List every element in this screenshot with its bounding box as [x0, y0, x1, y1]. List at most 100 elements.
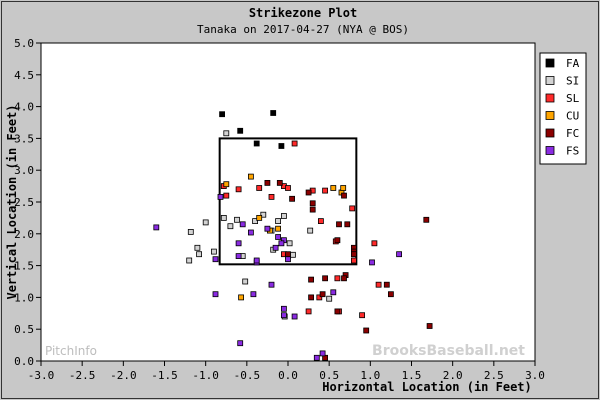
pitch-point-cu: [275, 225, 282, 232]
pitch-point-fs: [280, 305, 287, 312]
y-tick-label: 0.0: [14, 355, 34, 368]
legend-label-fs: FS: [566, 145, 579, 158]
pitch-point-fc: [336, 221, 342, 228]
pitch-point-si: [275, 218, 282, 225]
pitch-point-fs: [280, 312, 287, 319]
pitch-point-si: [242, 278, 249, 285]
chart-subtitle: Tanaka on 2017-04-27 (NYA @ BOS): [197, 23, 409, 36]
x-tick-label: -0.5: [234, 369, 261, 382]
pitch-point-fs: [217, 193, 224, 200]
watermark-brooksbaseball: BrooksBaseball.net: [372, 343, 525, 359]
pitch-point-fc: [423, 216, 430, 223]
pitch-point-fs: [272, 244, 279, 251]
watermarks: PitchInfo BrooksBaseball.net: [45, 343, 525, 359]
pitch-point-cu: [223, 181, 230, 188]
pitch-point-sl: [322, 187, 329, 194]
pitch-point-si: [260, 211, 267, 218]
legend-label-cu: CU: [566, 110, 579, 123]
pitch-point-cu: [247, 173, 254, 180]
pitch-point-fc: [344, 221, 351, 228]
x-tick-label: 1.0: [360, 369, 380, 382]
pitch-point-sl: [256, 185, 263, 191]
legend-swatch-fc: [545, 128, 555, 138]
pitch-point-si: [326, 295, 333, 302]
y-axis-ticks: 0.0 0.5 1.0 1.5 2.0 2.5 3.0 3.5 4.0 4.5 5.0: [14, 37, 41, 368]
x-tick-label: 2.5: [484, 369, 504, 382]
pitch-point-fc: [276, 179, 283, 186]
pitch-point-fc: [308, 276, 315, 283]
pitch-point-fc: [285, 251, 291, 258]
y-tick-label: 1.0: [14, 291, 34, 304]
pitch-point-fs: [153, 224, 160, 231]
pitch-point-si: [220, 214, 227, 221]
legend-swatch-sl: [545, 93, 555, 103]
x-tick-label: 1.5: [402, 369, 422, 382]
legend-box: [539, 52, 587, 165]
pitch-point-si: [307, 227, 314, 234]
pitch-point-fs: [247, 229, 254, 236]
pitch-point-sl: [350, 257, 357, 264]
pitch-point-fs: [235, 253, 242, 260]
pitch-point-si: [196, 251, 203, 258]
pitch-point-fs: [291, 313, 298, 320]
pitch-point-fs: [369, 259, 375, 266]
pitch-point-fc: [289, 195, 296, 202]
chart-title: Strikezone Plot: [249, 6, 357, 20]
pitch-point-fs: [212, 256, 219, 263]
legend-swatch-fa: [545, 58, 555, 68]
pitch-point-sl: [371, 240, 378, 247]
pitch-point-sl: [285, 185, 291, 191]
watermark-pitchinfo: PitchInfo: [45, 344, 97, 358]
y-tick-label: 2.0: [14, 228, 34, 241]
pitch-point-fs: [239, 221, 246, 228]
legend: FA SI SL CU FC FS: [539, 52, 587, 165]
pitch-point-fc: [350, 251, 357, 258]
legend-label-fa: FA: [566, 57, 580, 70]
y-tick-label: 3.5: [14, 132, 34, 145]
pitch-point-fs: [319, 350, 326, 357]
pitch-point-sl: [375, 281, 382, 288]
pitch-point-fc: [334, 308, 341, 315]
pitch-point-cu: [238, 294, 245, 301]
pitch-point-fc: [363, 327, 370, 334]
x-axis-ticks: -3.0 -2.5 -2.0 -1.5 -1.0 -0.5 0.0 0.5 1.0 1.5 2.0 2…: [28, 361, 545, 382]
pitch-point-fs: [268, 281, 275, 288]
legend-label-sl: SL: [566, 92, 580, 105]
pitch-point-fs: [278, 240, 285, 247]
pitch-point-cu: [330, 185, 337, 191]
pitch-point-si: [252, 218, 259, 225]
pitch-point-fa: [270, 110, 277, 116]
pitch-point-cu: [340, 185, 347, 191]
pitch-point-fs: [275, 234, 282, 240]
pitch-point-si: [202, 219, 209, 226]
x-tick-label: -3.0: [28, 369, 55, 382]
y-tick-label: 4.0: [14, 101, 34, 114]
pitch-point-si: [223, 130, 230, 137]
pitch-point-fs: [237, 340, 244, 347]
y-tick-label: 2.5: [14, 196, 34, 209]
pitch-point-fc: [426, 323, 433, 329]
pitch-point-fc: [334, 237, 341, 244]
pitch-point-fc: [341, 275, 347, 282]
pitch-point-fc: [308, 294, 315, 301]
pitch-point-si: [227, 223, 234, 230]
strike-zone-box: [218, 137, 358, 266]
pitch-point-sl: [359, 312, 366, 319]
x-axis-label: Horizontal Location (in Feet): [322, 380, 532, 394]
x-tick-label: -1.0: [192, 369, 219, 382]
pitch-point-sl: [317, 218, 324, 225]
pitch-point-fs: [396, 251, 403, 258]
pitch-point-si: [280, 213, 287, 219]
y-tick-label: 5.0: [14, 37, 34, 50]
pitch-point-fs: [235, 240, 242, 247]
pitch-point-si: [187, 228, 194, 235]
pitch-point-fc: [309, 200, 316, 207]
pitch-point-fa: [253, 140, 260, 147]
y-tick-label: 1.5: [14, 260, 34, 273]
pitch-point-fs: [250, 291, 257, 298]
y-tick-label: 3.0: [14, 164, 34, 177]
pitch-point-sl: [316, 294, 323, 301]
pitch-points: [153, 110, 433, 361]
x-tick-label: 0.0: [278, 369, 298, 382]
